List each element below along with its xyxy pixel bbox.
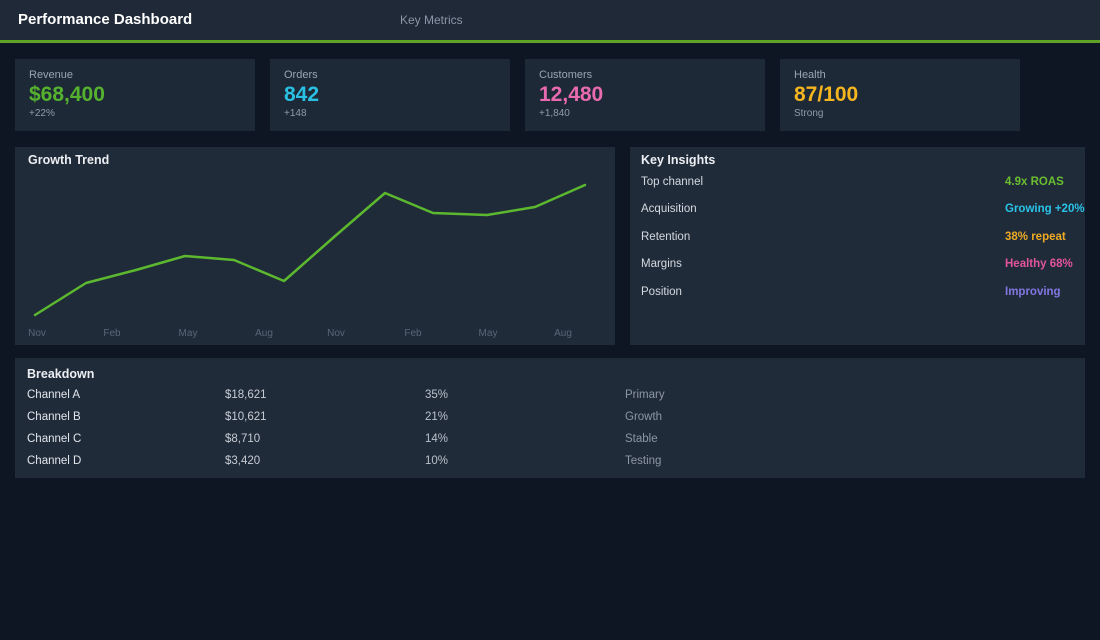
insight-value: Healthy 68%	[1005, 258, 1073, 271]
stat-label: Orders	[284, 69, 318, 81]
stat-label: Revenue	[29, 69, 74, 81]
channel-name: Channel A	[27, 389, 81, 401]
insight-label: Position	[641, 285, 682, 298]
table-row: Channel A $18,621 35% Primary	[15, 384, 1085, 406]
x-axis-tick: May	[178, 328, 198, 339]
channel-status: Growth	[625, 411, 663, 423]
insight-row: Position Improving	[630, 278, 1085, 306]
channel-status: Testing	[625, 455, 662, 467]
nav-item-key-metrics[interactable]: Key Metrics	[400, 13, 463, 27]
insight-row: Top channel 4.9x ROAS	[630, 168, 1085, 196]
stat-card-customers: Customers 12,480 +1,840	[525, 59, 765, 131]
channel-name: Channel B	[27, 411, 81, 423]
table-row: Channel C $8,710 14% Stable	[15, 428, 1085, 450]
channel-status: Stable	[625, 433, 658, 445]
breakdown-title: Breakdown	[27, 367, 95, 381]
x-axis-tick: Feb	[103, 328, 121, 339]
chart-title: Growth Trend	[28, 153, 110, 167]
stat-value: 12,480	[539, 83, 604, 106]
x-axis-tick: Feb	[404, 328, 422, 339]
stat-card-orders: Orders 842 +148	[270, 59, 510, 131]
growth-line	[33, 183, 587, 317]
channel-percent: 14%	[425, 433, 449, 445]
stat-value: 87/100	[794, 83, 859, 106]
channel-percent: 10%	[425, 455, 449, 467]
stat-subtext: +148	[284, 108, 307, 119]
stat-subtext: +1,840	[539, 108, 570, 119]
insight-label: Retention	[641, 230, 691, 243]
page-title: Performance Dashboard	[18, 11, 193, 28]
key-insights-panel: Key Insights Top channel 4.9x ROAS Acqui…	[630, 147, 1085, 345]
channel-status: Primary	[625, 389, 665, 401]
channel-name: Channel D	[27, 455, 82, 467]
stat-card-health: Health 87/100 Strong	[780, 59, 1020, 131]
x-axis-tick: May	[478, 328, 498, 339]
insight-value: Improving	[1005, 285, 1061, 298]
stat-label: Customers	[539, 69, 593, 81]
stat-value: 842	[284, 83, 320, 106]
x-axis-tick: Aug	[554, 328, 572, 339]
channel-amount: $8,710	[225, 433, 261, 445]
insight-row: Margins Healthy 68%	[630, 251, 1085, 279]
channel-amount: $10,621	[225, 411, 267, 423]
insight-value: 4.9x ROAS	[1005, 175, 1064, 188]
stat-value: $68,400	[29, 83, 105, 106]
stat-label: Health	[794, 69, 826, 81]
insights-title: Key Insights	[641, 153, 716, 167]
channel-amount: $18,621	[225, 389, 267, 401]
stat-cards-row: Revenue $68,400 +22% Orders 842 +148 Cus…	[15, 59, 1020, 131]
insight-value: Growing +20%	[1005, 203, 1085, 216]
stat-subtext: Strong	[794, 108, 824, 119]
insight-row: Retention 38% repeat	[630, 223, 1085, 251]
channel-percent: 21%	[425, 411, 449, 423]
breakdown-panel: Breakdown Channel A $18,621 35% Primary …	[15, 358, 1085, 478]
x-axis-tick: Nov	[327, 328, 345, 339]
stat-subtext: +22%	[29, 108, 55, 119]
x-axis: Nov Feb May Aug Nov Feb May Aug	[15, 328, 615, 342]
insight-value: 38% repeat	[1005, 230, 1066, 243]
growth-trend-chart	[33, 183, 587, 317]
insight-label: Acquisition	[641, 203, 697, 216]
app-header: Performance Dashboard Key Metrics	[0, 0, 1100, 43]
channel-amount: $3,420	[225, 455, 261, 467]
channel-percent: 35%	[425, 389, 449, 401]
table-row: Channel D $3,420 10% Testing	[15, 450, 1085, 472]
x-axis-tick: Nov	[28, 328, 46, 339]
growth-trend-panel: Growth Trend Nov Feb May Aug Nov Feb May…	[15, 147, 615, 345]
table-row: Channel B $10,621 21% Growth	[15, 406, 1085, 428]
channel-name: Channel C	[27, 433, 82, 445]
stat-card-revenue: Revenue $68,400 +22%	[15, 59, 255, 131]
insight-label: Margins	[641, 258, 682, 271]
insight-label: Top channel	[641, 175, 704, 188]
insight-row: Acquisition Growing +20%	[630, 196, 1085, 224]
x-axis-tick: Aug	[255, 328, 273, 339]
